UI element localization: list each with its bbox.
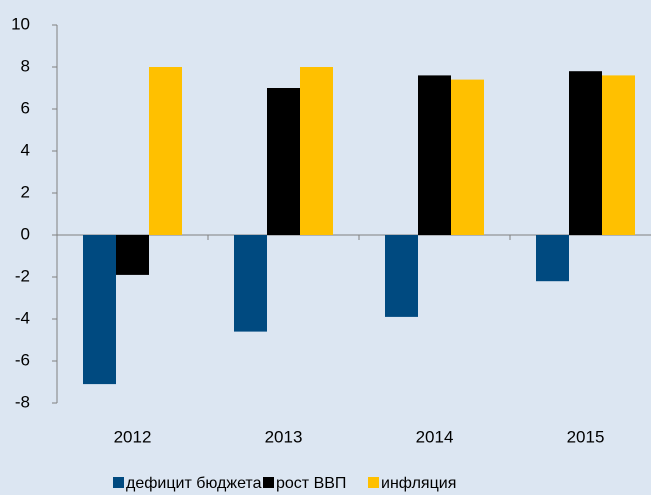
bar [267, 88, 300, 235]
bar [536, 235, 569, 282]
y-tick-label: -4 [15, 308, 30, 327]
bar [116, 235, 149, 275]
y-tick-label: 4 [21, 140, 30, 159]
bar [569, 71, 602, 235]
x-tick-label: 2013 [265, 427, 303, 446]
legend-swatch [263, 477, 274, 488]
legend-label: рост ВВП [276, 475, 346, 492]
legend-swatch [368, 477, 379, 488]
x-tick-label: 2014 [416, 427, 454, 446]
bar [300, 67, 333, 235]
y-tick-label: 0 [21, 224, 30, 243]
x-tick-label: 2015 [567, 427, 605, 446]
bar [451, 79, 484, 235]
bar [234, 235, 267, 332]
bar [418, 75, 451, 236]
legend-swatch [113, 477, 124, 488]
y-tick-label: 6 [21, 98, 30, 117]
bar [83, 235, 116, 385]
legend-label: дефицит бюджета [126, 475, 262, 492]
bar [602, 75, 635, 236]
y-tick-label: -8 [15, 392, 30, 411]
y-tick-label: -6 [15, 350, 30, 369]
bar [385, 235, 418, 317]
y-tick-label: 10 [11, 14, 30, 33]
legend-label: инфляция [381, 475, 456, 492]
y-tick-label: 8 [21, 56, 30, 75]
y-tick-label: -2 [15, 266, 30, 285]
y-tick-label: 2 [21, 182, 30, 201]
bar [149, 67, 182, 235]
x-tick-label: 2012 [114, 427, 152, 446]
